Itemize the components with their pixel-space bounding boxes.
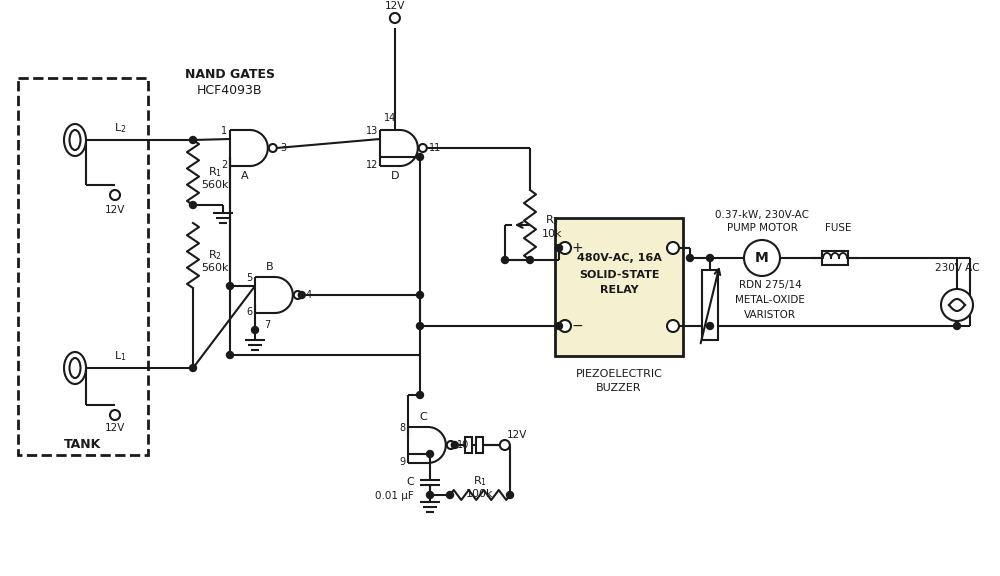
Ellipse shape — [70, 130, 80, 150]
Text: 11: 11 — [429, 143, 441, 153]
Circle shape — [390, 13, 400, 23]
Circle shape — [190, 202, 196, 209]
Bar — [702, 270, 718, 340]
Circle shape — [559, 242, 571, 254]
Circle shape — [416, 291, 424, 298]
Text: 13: 13 — [366, 126, 378, 136]
Text: 12V: 12V — [105, 423, 125, 433]
Circle shape — [190, 137, 196, 143]
Text: 480V-AC, 16A: 480V-AC, 16A — [577, 253, 661, 263]
Circle shape — [556, 244, 562, 252]
Text: R$_3$: R$_3$ — [545, 213, 559, 227]
Circle shape — [426, 450, 434, 457]
Circle shape — [419, 144, 427, 152]
Text: PUMP MOTOR: PUMP MOTOR — [727, 223, 797, 233]
Bar — [465, 437, 472, 453]
Circle shape — [556, 323, 562, 329]
Circle shape — [500, 440, 510, 450]
Circle shape — [110, 410, 120, 420]
Circle shape — [226, 351, 234, 358]
Text: 6: 6 — [246, 307, 252, 317]
Circle shape — [190, 365, 196, 372]
Text: FUSE: FUSE — [825, 223, 851, 233]
Text: HCF4093B: HCF4093B — [197, 84, 263, 97]
Circle shape — [744, 240, 780, 276]
Circle shape — [426, 491, 434, 498]
Circle shape — [559, 320, 571, 332]
Circle shape — [954, 323, 960, 329]
Text: METAL-OXIDE: METAL-OXIDE — [735, 295, 805, 305]
Text: 9: 9 — [399, 457, 405, 467]
Text: 4: 4 — [306, 290, 312, 300]
Circle shape — [941, 289, 973, 321]
Text: R$_1$: R$_1$ — [208, 165, 222, 179]
Text: 2: 2 — [221, 160, 227, 170]
Text: B: B — [266, 262, 274, 272]
Text: D: D — [391, 171, 399, 181]
Text: 0.37-kW, 230V-AC: 0.37-kW, 230V-AC — [715, 210, 809, 220]
Circle shape — [416, 392, 424, 399]
Bar — [476, 437, 483, 453]
Text: 100k: 100k — [466, 489, 494, 499]
Text: R$_1$: R$_1$ — [473, 474, 487, 488]
Bar — [822, 251, 848, 265]
Text: 560k: 560k — [201, 263, 229, 273]
Text: M: M — [755, 251, 769, 265]
Text: RDN 275/14: RDN 275/14 — [739, 280, 801, 290]
Text: A: A — [241, 171, 249, 181]
Text: 12V: 12V — [385, 1, 405, 11]
Text: 3: 3 — [281, 143, 287, 153]
Text: 1: 1 — [221, 126, 227, 136]
Ellipse shape — [64, 352, 86, 384]
Text: R$_2$: R$_2$ — [208, 248, 222, 262]
Circle shape — [252, 327, 258, 334]
Circle shape — [507, 491, 514, 498]
Text: +: + — [571, 241, 583, 255]
Circle shape — [110, 190, 120, 200]
Text: 10k: 10k — [542, 229, 562, 239]
Circle shape — [298, 291, 305, 298]
Circle shape — [686, 255, 694, 262]
Text: 12V: 12V — [105, 205, 125, 215]
Text: SOLID-STATE: SOLID-STATE — [579, 270, 659, 280]
Circle shape — [667, 242, 679, 254]
Bar — [555, 218, 683, 356]
Text: L$_2$: L$_2$ — [114, 121, 126, 135]
Circle shape — [416, 153, 424, 161]
Ellipse shape — [64, 124, 86, 156]
Ellipse shape — [70, 358, 80, 378]
Circle shape — [447, 441, 455, 449]
Text: 0.01 μF: 0.01 μF — [375, 491, 414, 501]
Text: C: C — [406, 477, 414, 487]
Text: 14: 14 — [384, 113, 396, 123]
Text: 8: 8 — [399, 423, 405, 433]
Circle shape — [269, 144, 277, 152]
Text: BUZZER: BUZZER — [596, 383, 642, 393]
Circle shape — [502, 256, 509, 263]
Text: 12V: 12V — [507, 430, 527, 440]
Text: 230V AC: 230V AC — [935, 263, 979, 273]
Circle shape — [226, 282, 234, 290]
Circle shape — [667, 320, 679, 332]
Circle shape — [446, 491, 454, 498]
Text: NAND GATES: NAND GATES — [185, 69, 275, 81]
Circle shape — [526, 256, 534, 263]
Text: 5: 5 — [246, 273, 252, 283]
Circle shape — [416, 323, 424, 329]
Circle shape — [294, 291, 302, 299]
Text: C: C — [419, 412, 427, 422]
Text: 7: 7 — [264, 320, 270, 330]
Circle shape — [706, 255, 714, 262]
Circle shape — [451, 441, 458, 449]
Text: 560k: 560k — [201, 180, 229, 190]
Text: 12: 12 — [366, 160, 378, 170]
Text: −: − — [571, 319, 583, 333]
Text: RELAY: RELAY — [600, 285, 638, 295]
Circle shape — [706, 323, 714, 329]
Text: L$_1$: L$_1$ — [114, 349, 126, 363]
Text: TANK: TANK — [64, 438, 102, 452]
Text: PIEZOELECTRIC: PIEZOELECTRIC — [576, 369, 662, 379]
Text: 10: 10 — [457, 440, 469, 450]
Text: VARISTOR: VARISTOR — [744, 310, 796, 320]
